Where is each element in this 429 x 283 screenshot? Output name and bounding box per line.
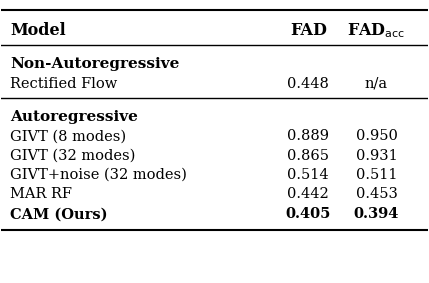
Text: 0.889: 0.889 (287, 129, 329, 143)
Text: 0.950: 0.950 (356, 129, 397, 143)
Text: Model: Model (10, 22, 66, 39)
Text: GIVT (8 modes): GIVT (8 modes) (10, 129, 126, 143)
Text: Rectified Flow: Rectified Flow (10, 77, 117, 91)
Text: FAD$_\mathrm{acc}$: FAD$_\mathrm{acc}$ (347, 22, 405, 40)
Text: CAM (Ours): CAM (Ours) (10, 207, 107, 221)
Text: Autoregressive: Autoregressive (10, 110, 138, 124)
Text: GIVT+noise (32 modes): GIVT+noise (32 modes) (10, 168, 187, 182)
Text: GIVT (32 modes): GIVT (32 modes) (10, 149, 135, 163)
Text: FAD: FAD (290, 22, 327, 39)
Text: 0.448: 0.448 (287, 77, 329, 91)
Text: 0.405: 0.405 (286, 207, 331, 221)
Text: n/a: n/a (365, 77, 388, 91)
Text: MAR RF: MAR RF (10, 187, 72, 201)
Text: 0.442: 0.442 (287, 187, 329, 201)
Text: 0.394: 0.394 (354, 207, 399, 221)
Text: 0.865: 0.865 (287, 149, 329, 163)
Text: 0.511: 0.511 (356, 168, 397, 182)
Text: 0.514: 0.514 (287, 168, 329, 182)
Text: Non-Autoregressive: Non-Autoregressive (10, 57, 179, 70)
Text: 0.931: 0.931 (356, 149, 397, 163)
Text: 0.453: 0.453 (356, 187, 397, 201)
